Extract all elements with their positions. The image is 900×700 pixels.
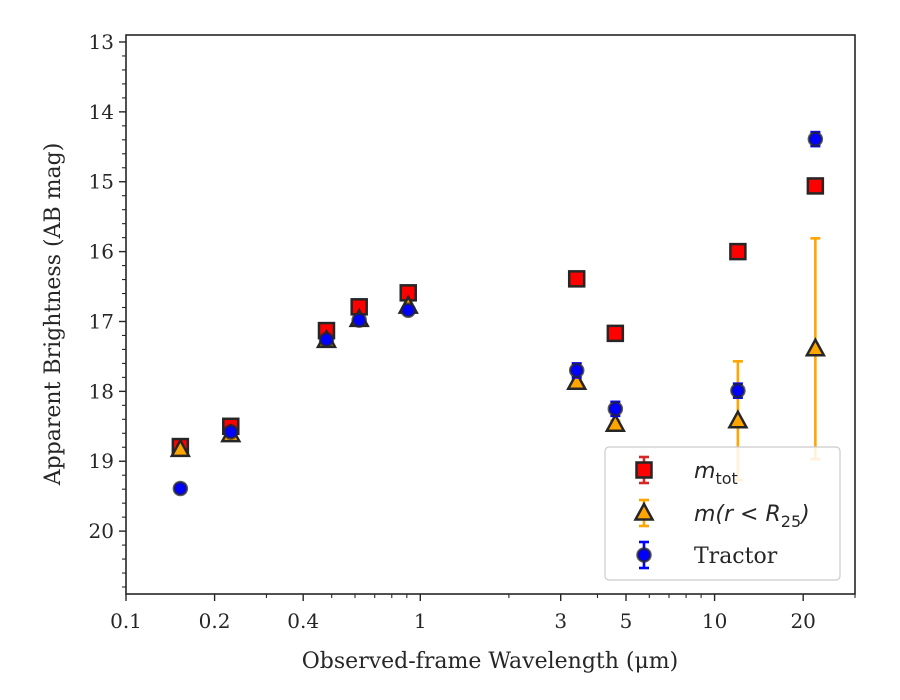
series-1: [169, 237, 826, 482]
x-tick-label: 0.2: [199, 609, 231, 633]
y-tick-label: 16: [89, 240, 114, 264]
data-point-circle: [607, 401, 624, 417]
x-tick-label: 0.4: [287, 609, 319, 633]
data-point-circle: [568, 362, 585, 379]
legend-label: m(r < R25): [694, 502, 810, 531]
data-point-circle: [351, 312, 367, 328]
data-point-triangle: [566, 370, 588, 391]
data-point-circle: [807, 131, 824, 147]
y-tick-label: 19: [89, 449, 114, 473]
y-tick-label: 14: [89, 100, 114, 124]
data-point-triangle: [727, 409, 749, 429]
data-point-circle: [400, 302, 416, 319]
plot-frame: [125, 34, 856, 595]
x-tick-label: 20: [790, 609, 815, 633]
data-point-circle: [318, 331, 335, 348]
x-tick-label: 10: [702, 609, 727, 633]
x-tick-label: 0.1: [110, 609, 142, 633]
legend: mtot m(r < R25) Tractor: [604, 446, 841, 581]
plot-marks: [169, 130, 826, 497]
data-point-circle: [223, 424, 239, 440]
data-point-square: [567, 270, 586, 288]
data-point-triangle: [169, 437, 191, 458]
legend-marker: [635, 461, 653, 479]
y-axis-label: Apparent Brightness (AB mag): [41, 143, 66, 487]
data-point-triangle: [804, 337, 826, 357]
data-point-circle: [172, 480, 189, 497]
y-tick-label: 15: [89, 170, 114, 194]
x-tick-label: 5: [620, 609, 633, 633]
x-tick-label: 3: [554, 609, 567, 633]
legend-label: Tractor: [694, 544, 778, 569]
data-point-square: [606, 324, 625, 343]
y-tick-label: 17: [89, 309, 114, 333]
legend-box: [604, 446, 841, 581]
series-2: [172, 130, 824, 497]
y-tick-label: 13: [89, 30, 114, 54]
x-axis-label: Observed-frame Wavelength (μm): [302, 649, 678, 674]
x-tick-label: 1: [414, 609, 427, 633]
y-tick-label: 20: [89, 519, 114, 543]
data-point-triangle: [604, 412, 626, 432]
data-point-square: [806, 177, 825, 195]
data-point-square: [729, 242, 747, 261]
y-tick-label: 18: [89, 379, 114, 403]
legend-marker: [633, 501, 655, 521]
series-0: [171, 177, 825, 456]
legend-label: mtot: [694, 459, 738, 488]
legend-marker: [636, 547, 652, 563]
data-point-circle: [730, 382, 746, 399]
